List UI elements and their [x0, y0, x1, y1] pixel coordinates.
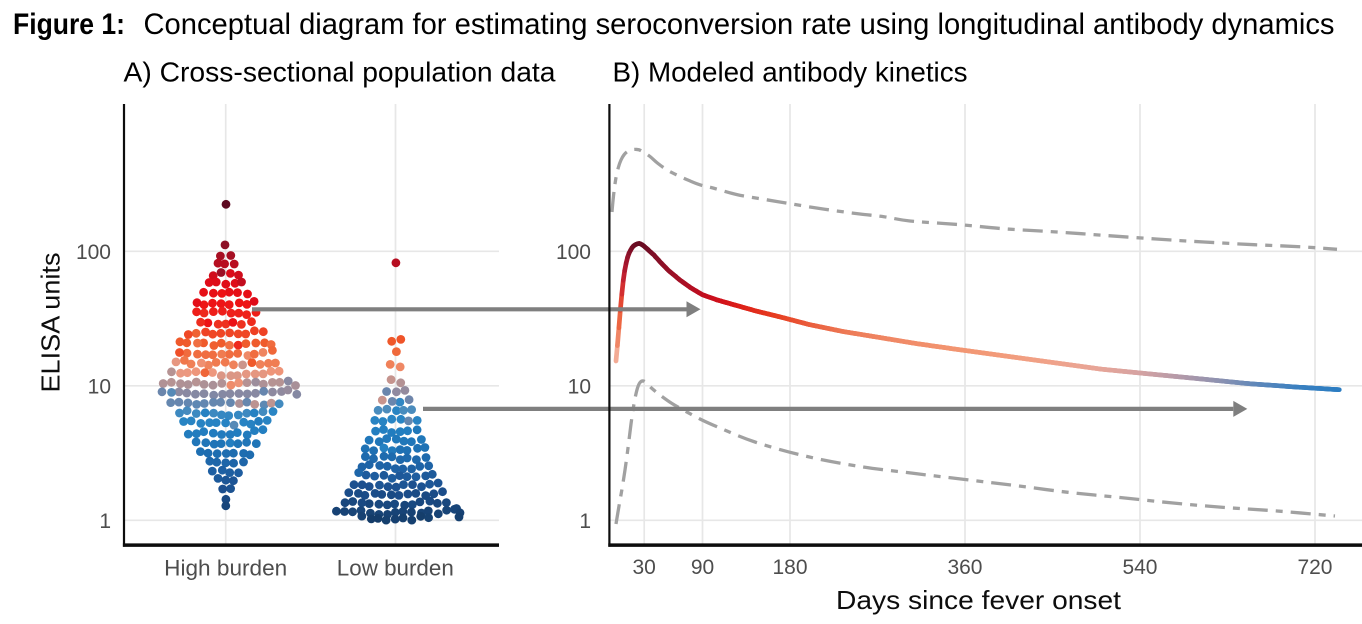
- svg-text:720: 720: [1297, 556, 1332, 579]
- svg-text:30: 30: [632, 556, 655, 579]
- svg-text:A) Cross-sectional population: A) Cross-sectional population data: [124, 57, 556, 88]
- svg-text:1: 1: [99, 510, 111, 533]
- svg-text:Figure 1:: Figure 1:: [13, 8, 125, 41]
- svg-text:Conceptual diagram for estimat: Conceptual diagram for estimating seroco…: [144, 8, 1335, 41]
- svg-text:1: 1: [579, 510, 591, 533]
- svg-text:90: 90: [691, 556, 714, 579]
- svg-text:100: 100: [556, 241, 591, 264]
- svg-text:High burden: High burden: [164, 556, 287, 581]
- svg-text:540: 540: [1122, 556, 1157, 579]
- svg-text:B) Modeled antibody kinetics: B) Modeled antibody kinetics: [613, 57, 968, 88]
- svg-text:Low burden: Low burden: [337, 556, 454, 581]
- svg-text:180: 180: [772, 556, 807, 579]
- svg-text:360: 360: [947, 556, 982, 579]
- svg-text:Days since fever onset: Days since fever onset: [836, 585, 1122, 615]
- svg-text:ELISA units: ELISA units: [36, 253, 66, 393]
- svg-text:10: 10: [568, 375, 591, 398]
- svg-text:100: 100: [76, 241, 111, 264]
- svg-text:10: 10: [88, 375, 111, 398]
